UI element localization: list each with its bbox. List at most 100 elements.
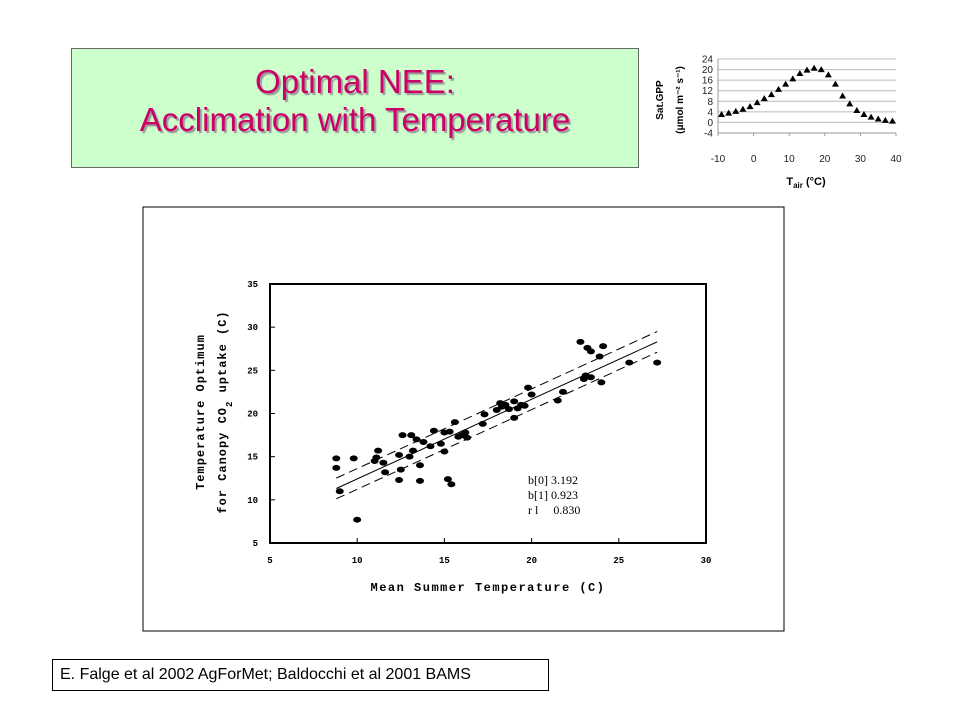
data-point (436, 440, 445, 447)
inset-triangle-point (817, 66, 825, 73)
chart-frame (142, 206, 785, 632)
inset-y-tick-label: 12 (702, 86, 714, 97)
inset-triangle-point (760, 95, 768, 102)
inset-triangle-point (725, 109, 733, 116)
y-axis-label-line-2: for Canopy CO2 uptake (C) (216, 310, 235, 513)
inset-triangle-point (732, 107, 740, 114)
y-tick-label: 15 (247, 453, 258, 463)
data-point (445, 428, 454, 435)
data-point (597, 379, 606, 386)
inset-triangle-point (846, 100, 854, 107)
inset-triangle-point (753, 99, 761, 106)
inset-x-tick-label: 20 (819, 154, 831, 165)
inset-triangle-point (746, 103, 754, 110)
inset-triangle-point (874, 115, 882, 122)
confidence-line (336, 351, 658, 500)
inset-triangle-point (767, 91, 775, 98)
data-point (429, 427, 438, 434)
x-tick-label: 30 (701, 556, 712, 566)
inset-x-tick-label: 30 (855, 154, 867, 165)
regression-line (336, 341, 658, 489)
title-box: Optimal NEE: Acclimation with Temperatur… (71, 48, 639, 168)
data-point (335, 488, 344, 495)
y-tick-label: 20 (247, 410, 258, 420)
inset-triangle-point (860, 111, 868, 117)
inset-triangle-point (718, 111, 726, 117)
inset-triangle-point (853, 107, 861, 114)
data-point (478, 420, 487, 427)
y-tick-label: 30 (247, 323, 258, 333)
data-point (595, 353, 604, 360)
data-point (398, 432, 407, 439)
inset-triangle-point (810, 64, 818, 71)
inset-y-tick-label: 0 (707, 118, 713, 129)
data-point (653, 359, 662, 366)
data-point (461, 429, 470, 436)
y-tick-label: 35 (247, 280, 258, 290)
inset-y-tick-label: 20 (702, 65, 714, 76)
data-point (501, 401, 510, 408)
inset-triangle-point (839, 92, 847, 99)
data-point (396, 466, 405, 473)
citation-box: E. Falge et al 2002 AgForMet; Baldocchi … (52, 659, 549, 691)
stat-r: r l 0.830 (528, 503, 580, 517)
inset-triangle-point (888, 117, 896, 124)
data-point (405, 453, 414, 460)
stat-b1: b[1] 0.923 (528, 488, 578, 502)
data-point (558, 388, 567, 395)
data-point (415, 477, 424, 484)
data-point (463, 434, 472, 441)
data-point (586, 374, 595, 381)
inset-x-tick-label: 10 (784, 154, 796, 165)
regression-lines (336, 331, 658, 500)
x-tick-label: 20 (526, 556, 537, 566)
regression-stats: b[0] 3.192 b[1] 0.923 r l 0.830 (528, 473, 580, 517)
x-tick-label: 25 (613, 556, 624, 566)
stat-b0: b[0] 3.192 (528, 473, 578, 487)
inset-triangle-point (803, 66, 811, 73)
data-point (415, 462, 424, 469)
data-point (510, 414, 519, 421)
inset-triangle-point (796, 70, 804, 77)
inset-y-tick-label: 24 (702, 55, 714, 66)
data-point (379, 459, 388, 466)
inset-triangle-point (867, 113, 875, 120)
data-point (407, 432, 416, 439)
scatter-points (332, 338, 662, 523)
data-point (599, 343, 608, 350)
data-point (353, 516, 362, 523)
slide-title-line-2: Acclimation with Temperature (139, 101, 571, 138)
data-point (395, 476, 404, 483)
inset-triangle-point (782, 80, 790, 87)
y-tick-label: 25 (247, 366, 258, 376)
inset-triangle-point (775, 85, 783, 92)
slide-title-line-1: Optimal NEE: (255, 63, 455, 100)
data-point (332, 455, 341, 462)
inset-triangle-point (824, 71, 832, 78)
y-tick-label: 5 (253, 539, 258, 549)
inset-triangle-point (789, 75, 797, 82)
data-point (349, 455, 358, 462)
inset-y-tick-label: 4 (707, 107, 713, 118)
data-point (576, 338, 585, 345)
main-axis-ticks (269, 283, 707, 544)
x-tick-label: 15 (439, 556, 450, 566)
data-point (492, 407, 501, 414)
inset-y-tick-label: 8 (707, 97, 713, 108)
axis-tick-labels: 5 10 15 20 25 30 5 10 15 20 25 30 35 (247, 280, 711, 566)
inset-y-tick-label: -4 (704, 129, 713, 140)
data-point (524, 384, 533, 391)
data-point (450, 419, 459, 426)
data-point (409, 447, 418, 454)
data-point (447, 481, 456, 488)
inset-x-tick-label: 40 (890, 154, 902, 165)
data-point (443, 476, 452, 483)
inset-triangle-point (881, 116, 889, 123)
y-tick-label: 10 (247, 496, 258, 506)
inset-y-tick-label: 16 (702, 76, 714, 87)
x-tick-label: 5 (267, 556, 272, 566)
confidence-line (336, 331, 658, 479)
data-point (440, 448, 449, 455)
